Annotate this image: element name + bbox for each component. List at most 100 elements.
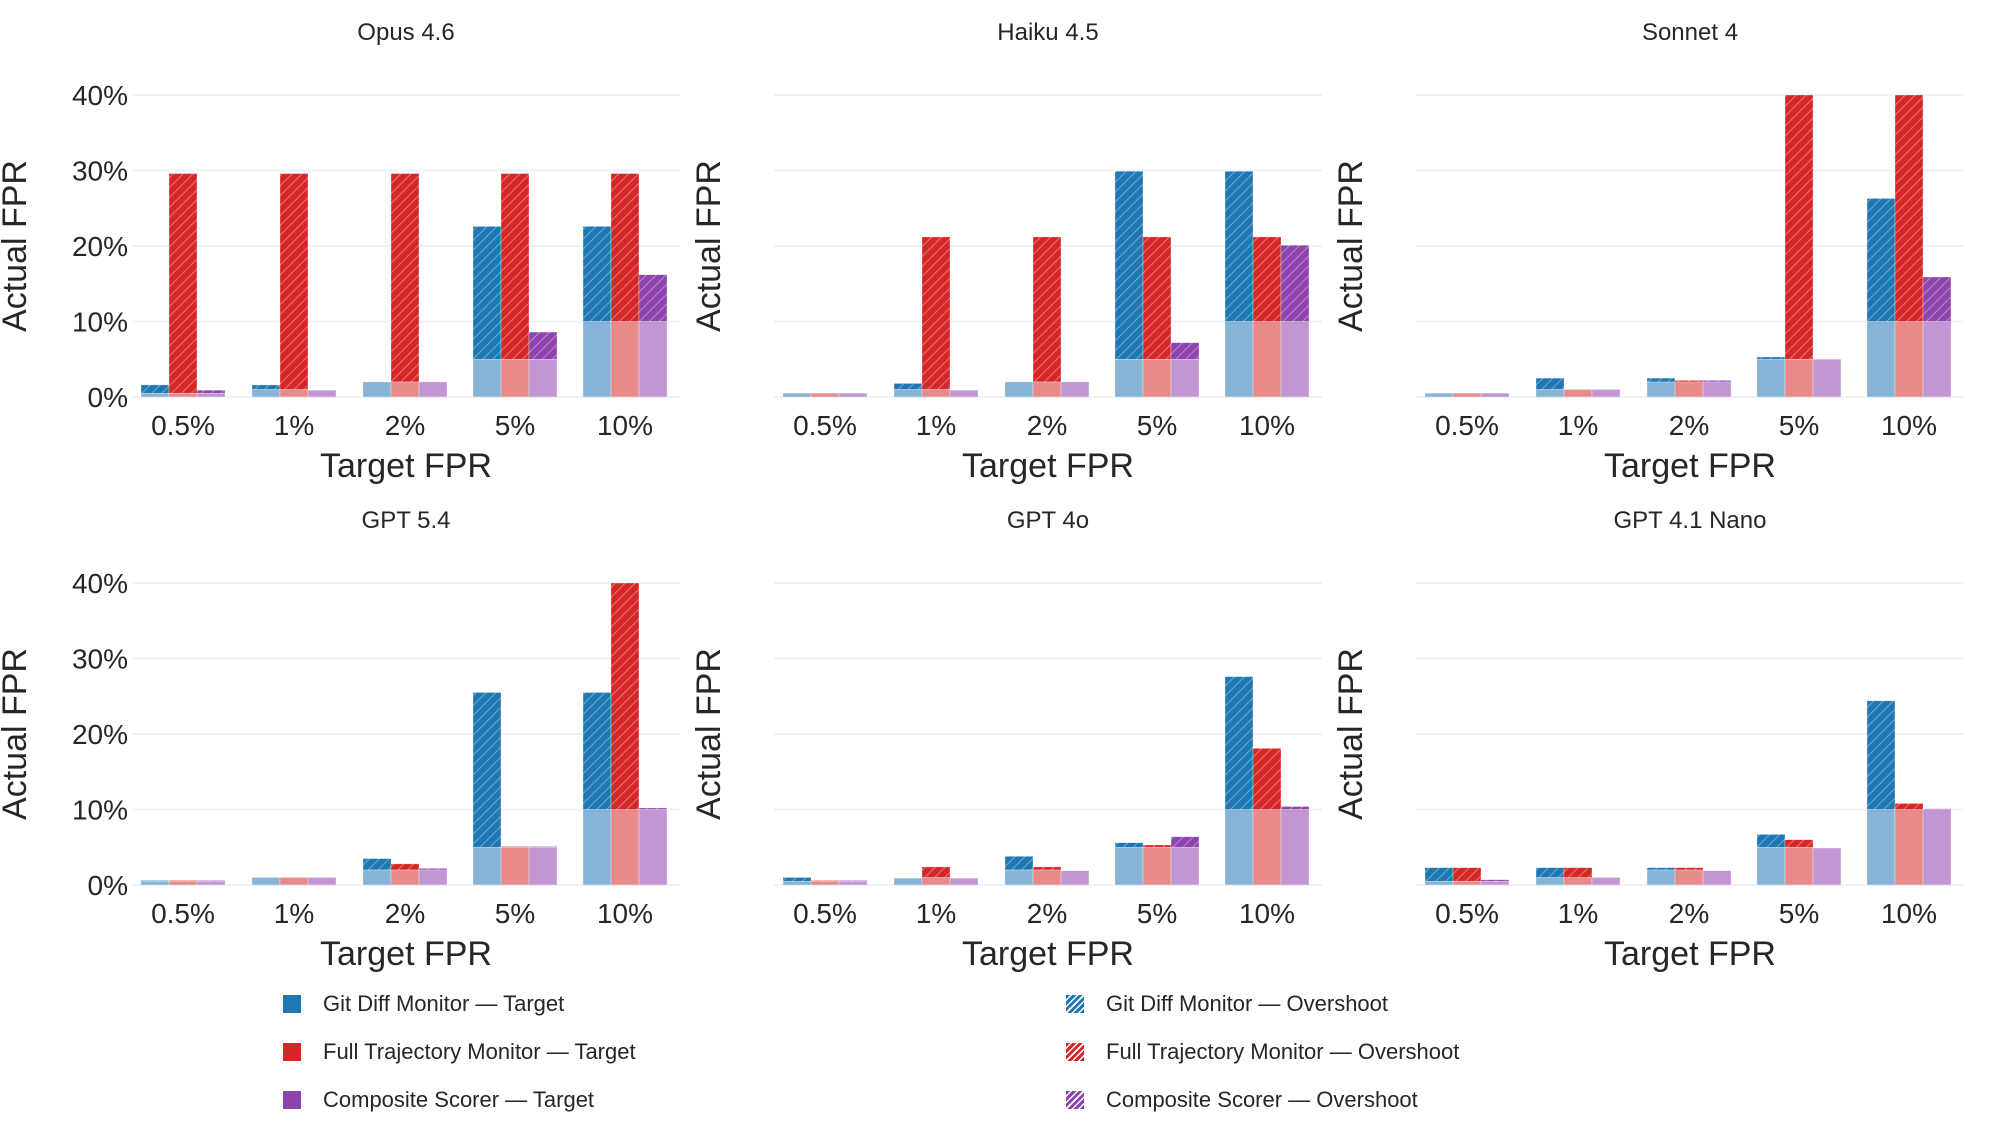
y-axis-title: Actual FPR [0, 160, 34, 332]
bar-overshoot-composite-scorer-5% [1170, 836, 1200, 848]
x-tick-label: 5% [1779, 898, 1819, 929]
x-tick-label: 1% [916, 898, 956, 929]
y-axis-title: Actual FPR [0, 648, 34, 820]
bar-target-full-trajectory-monitor-5% [500, 358, 530, 398]
bar-target-full-trajectory-monitor-10% [1252, 809, 1282, 886]
x-tick-label: 1% [916, 410, 956, 441]
panel-sonnet-4: Sonnet 4 Actual FPR 0.5% 1% 2% 5% 10% Target FP… [1332, 19, 1964, 485]
x-tick-label: 10% [597, 410, 653, 441]
panel-gpt-4o: GPT 4o Actual FPR 0.5% 1% 2% 5% 10% Target FPR [690, 507, 1322, 973]
bar-target-full-trajectory-monitor-2% [390, 869, 420, 886]
bar-target-full-trajectory-monitor-0.5% [1452, 880, 1482, 886]
bar-overshoot-git-diff-monitor-10% [1866, 700, 1896, 810]
bar-overshoot-composite-scorer-0.5% [196, 389, 226, 394]
bar-target-composite-scorer-1% [949, 877, 979, 886]
bar-target-full-trajectory-monitor-2% [390, 381, 420, 398]
panel-title: GPT 5.4 [362, 507, 451, 534]
bar-overshoot-composite-scorer-10% [638, 807, 668, 810]
panel-title: Sonnet 4 [1642, 19, 1738, 46]
bar-overshoot-composite-scorer-0.5% [838, 880, 868, 882]
bar-overshoot-composite-scorer-10% [1922, 808, 1952, 810]
bar-target-full-trajectory-monitor-2% [1674, 869, 1704, 886]
bar-target-full-trajectory-monitor-1% [921, 877, 951, 886]
bar-overshoot-git-diff-monitor-2% [1646, 377, 1676, 383]
bar-target-git-diff-monitor-2% [362, 381, 392, 398]
x-axis-title: Target FPR [1604, 935, 1776, 973]
bar-target-git-diff-monitor-0.5% [782, 392, 812, 398]
legend-item: Composite Scorer — Target [283, 1087, 594, 1113]
bar-target-composite-scorer-1% [307, 389, 337, 398]
bar-overshoot-full-trajectory-monitor-5% [1784, 94, 1814, 360]
bar-target-git-diff-monitor-1% [893, 389, 923, 398]
x-axis-title: Target FPR [320, 935, 492, 973]
bar-target-git-diff-monitor-2% [1646, 869, 1676, 886]
bar-overshoot-full-trajectory-monitor-10% [1894, 803, 1924, 810]
bar-target-full-trajectory-monitor-0.5% [168, 392, 198, 398]
bar-target-full-trajectory-monitor-0.5% [168, 880, 198, 886]
hatched-swatch-icon [1066, 1091, 1084, 1109]
bar-overshoot-git-diff-monitor-5% [1756, 356, 1786, 360]
bar-overshoot-full-trajectory-monitor-0.5% [810, 880, 840, 882]
x-tick-label: 1% [274, 898, 314, 929]
panel-title: Opus 4.6 [357, 19, 454, 46]
bar-target-full-trajectory-monitor-10% [1894, 321, 1924, 398]
bar-overshoot-composite-scorer-2% [418, 868, 448, 871]
bar-target-composite-scorer-5% [1170, 846, 1200, 886]
bar-overshoot-full-trajectory-monitor-5% [1142, 844, 1172, 848]
bar-overshoot-full-trajectory-monitor-2% [1674, 867, 1704, 871]
legend-item: Full Trajectory Monitor — Overshoot [1066, 1039, 1459, 1065]
solid-swatch-icon [283, 995, 301, 1013]
bar-overshoot-composite-scorer-10% [638, 274, 668, 322]
bar-target-full-trajectory-monitor-0.5% [810, 880, 840, 886]
bar-target-full-trajectory-monitor-1% [279, 389, 309, 398]
x-axis-title: Target FPR [962, 935, 1134, 973]
x-tick-label: 2% [1669, 898, 1709, 929]
bar-target-git-diff-monitor-1% [251, 877, 281, 886]
bar-target-composite-scorer-0.5% [838, 392, 868, 398]
bar-overshoot-git-diff-monitor-10% [1224, 676, 1254, 810]
bar-overshoot-composite-scorer-2% [1702, 380, 1732, 383]
bar-overshoot-full-trajectory-monitor-2% [1032, 866, 1062, 871]
bar-overshoot-git-diff-monitor-5% [472, 226, 502, 360]
bar-overshoot-full-trajectory-monitor-10% [610, 582, 640, 810]
x-tick-label: 5% [1779, 410, 1819, 441]
bar-target-git-diff-monitor-0.5% [140, 880, 170, 886]
bar-overshoot-git-diff-monitor-5% [1114, 842, 1144, 848]
bar-target-full-trajectory-monitor-1% [1563, 389, 1593, 398]
bar-target-git-diff-monitor-5% [1114, 846, 1144, 886]
bar-target-git-diff-monitor-10% [1866, 321, 1896, 398]
bar-target-git-diff-monitor-2% [1004, 381, 1034, 398]
bar-overshoot-git-diff-monitor-5% [1114, 170, 1144, 360]
bar-target-git-diff-monitor-0.5% [782, 880, 812, 886]
x-tick-label: 2% [1669, 410, 1709, 441]
legend-label: Git Diff Monitor — Target [323, 991, 565, 1016]
bar-target-full-trajectory-monitor-5% [1784, 846, 1814, 886]
bar-target-full-trajectory-monitor-1% [279, 877, 309, 886]
bar-target-composite-scorer-1% [1591, 877, 1621, 886]
y-tick-label: 30% [72, 156, 128, 187]
bar-target-composite-scorer-10% [638, 809, 668, 886]
bar-target-git-diff-monitor-2% [362, 869, 392, 886]
bar-target-composite-scorer-5% [1170, 358, 1200, 398]
bar-overshoot-composite-scorer-0.5% [196, 880, 226, 882]
bar-target-composite-scorer-0.5% [1480, 880, 1510, 886]
bar-target-full-trajectory-monitor-10% [610, 321, 640, 398]
bar-target-composite-scorer-2% [1060, 870, 1090, 886]
bar-overshoot-git-diff-monitor-10% [1866, 198, 1896, 322]
hatched-swatch-icon [1066, 1043, 1084, 1061]
bar-target-composite-scorer-2% [1060, 381, 1090, 398]
x-tick-label: 2% [385, 410, 425, 441]
x-tick-label: 0.5% [1435, 898, 1499, 929]
x-axis-title: Target FPR [962, 447, 1134, 485]
bar-target-composite-scorer-10% [638, 321, 668, 398]
y-tick-label: 30% [72, 644, 128, 675]
legend-label: Full Trajectory Monitor — Overshoot [1106, 1039, 1460, 1064]
x-tick-label: 1% [1558, 410, 1598, 441]
bar-overshoot-full-trajectory-monitor-2% [390, 863, 420, 871]
bar-overshoot-git-diff-monitor-0.5% [140, 880, 170, 882]
x-tick-label: 10% [1239, 410, 1295, 441]
legend-item: Git Diff Monitor — Overshoot [1066, 991, 1388, 1017]
bar-target-composite-scorer-0.5% [1480, 392, 1510, 398]
bar-overshoot-git-diff-monitor-2% [1646, 867, 1676, 871]
bar-overshoot-composite-scorer-5% [528, 331, 558, 360]
